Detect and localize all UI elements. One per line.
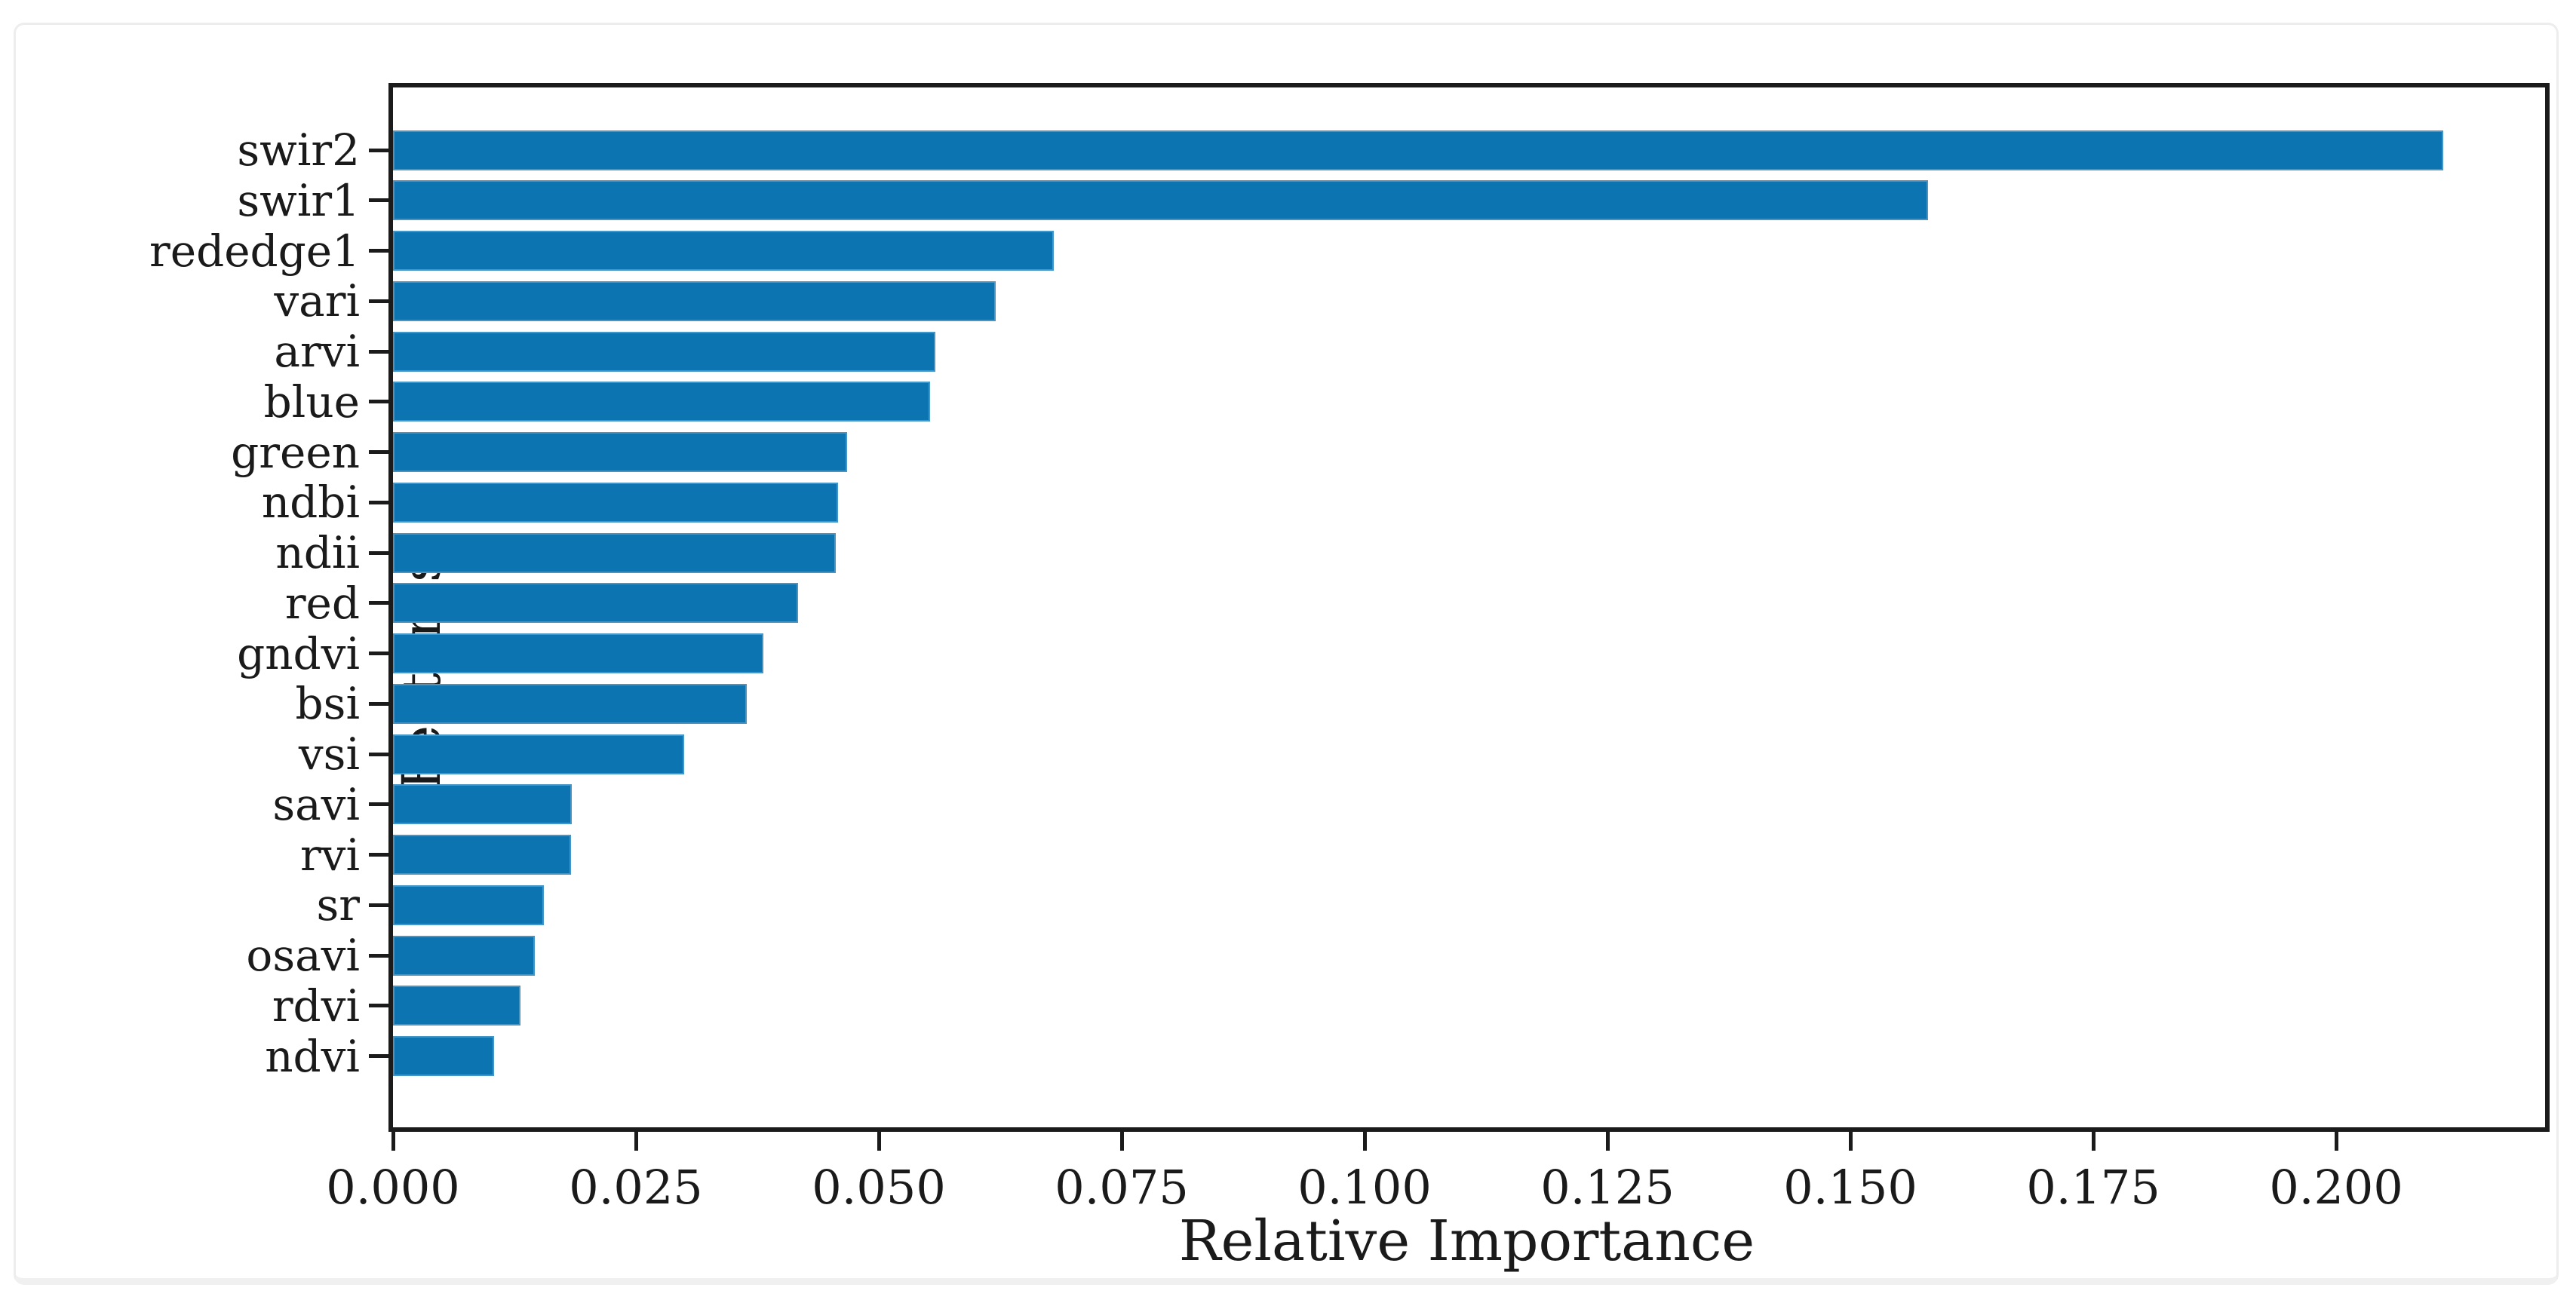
bar-swir1 <box>393 180 1929 221</box>
y-tick-mark <box>369 550 388 555</box>
bar-green <box>393 432 847 472</box>
y-tick-label-green: green <box>231 426 360 478</box>
y-tick-label-rvi: rvi <box>299 829 360 881</box>
bar-swir2 <box>393 130 2443 170</box>
y-tick-mark <box>369 1004 388 1008</box>
x-tick-mark <box>1605 1132 1610 1151</box>
bar-ndii <box>393 532 837 573</box>
y-tick-mark <box>369 148 388 152</box>
y-tick-mark <box>369 400 388 404</box>
bar-rdvi <box>393 986 520 1026</box>
x-tick-mark <box>2334 1132 2338 1151</box>
y-tick-mark <box>369 853 388 857</box>
y-tick-label-savi: savi <box>272 778 360 830</box>
y-tick-label-arvi: arvi <box>274 326 360 377</box>
bar-gndvi <box>393 633 763 673</box>
y-tick-mark <box>369 500 388 504</box>
bar-ndbi <box>393 482 838 523</box>
x-axis-title: Relative Importance <box>1178 1209 1755 1274</box>
y-tick-label-bsi: bsi <box>295 678 360 730</box>
x-tick-label-0.100: 0.100 <box>1297 1160 1432 1215</box>
x-tick-mark <box>634 1132 638 1151</box>
y-tick-label-swir1: swir1 <box>237 174 360 226</box>
bar-osavi <box>393 935 536 976</box>
y-tick-label-blue: blue <box>263 376 360 428</box>
y-tick-label-ndbi: ndbi <box>261 477 360 529</box>
x-tick-label-0.075: 0.075 <box>1055 1160 1189 1215</box>
y-tick-label-osavi: osavi <box>246 930 360 981</box>
y-tick-mark <box>369 903 388 907</box>
y-tick-mark <box>369 450 388 454</box>
y-tick-label-vsi: vsi <box>298 728 360 780</box>
x-tick-label-0.025: 0.025 <box>569 1160 703 1215</box>
y-tick-label-vari: vari <box>274 275 360 327</box>
y-tick-mark <box>369 802 388 807</box>
y-tick-label-rededge1: rededge1 <box>149 225 360 277</box>
x-tick-label-0.150: 0.150 <box>1783 1160 1917 1215</box>
x-tick-label-0.175: 0.175 <box>2026 1160 2160 1215</box>
y-tick-mark <box>369 652 388 655</box>
bar-rvi <box>393 835 571 875</box>
x-tick-mark <box>391 1132 395 1151</box>
y-tick-label-ndii: ndii <box>275 527 360 578</box>
y-tick-mark <box>369 601 388 606</box>
bar-blue <box>393 382 931 422</box>
bar-rededge1 <box>393 231 1054 271</box>
y-tick-mark <box>369 198 388 203</box>
bar-sr <box>393 885 544 925</box>
x-tick-label-0.050: 0.050 <box>812 1160 946 1215</box>
y-tick-label-ndvi: ndvi <box>265 1030 360 1082</box>
x-tick-label-0.200: 0.200 <box>2269 1160 2403 1215</box>
y-tick-label-rdvi: rdvi <box>272 980 360 1032</box>
x-tick-mark <box>1848 1132 1853 1151</box>
bar-red <box>393 583 799 624</box>
y-tick-mark <box>369 701 388 706</box>
x-tick-label-0.125: 0.125 <box>1540 1160 1675 1215</box>
x-tick-mark <box>877 1132 881 1151</box>
y-tick-label-gndvi: gndvi <box>237 627 360 679</box>
bar-ndvi <box>393 1036 494 1076</box>
x-tick-mark <box>1362 1132 1367 1151</box>
x-tick-mark <box>1119 1132 1124 1151</box>
y-tick-mark <box>369 299 388 303</box>
y-tick-mark <box>369 349 388 354</box>
axes: Features swir2swir1rededge1variarviblueg… <box>149 83 2550 1214</box>
y-tick-label-red: red <box>284 577 360 629</box>
bar-arvi <box>393 331 935 372</box>
bar-bsi <box>393 683 747 724</box>
x-tick-mark <box>2091 1132 2095 1151</box>
y-tick-mark <box>369 953 388 958</box>
bar-vsi <box>393 734 685 774</box>
bar-vari <box>393 281 996 321</box>
figure-card: Features swir2swir1rededge1variarviblueg… <box>14 23 2559 1285</box>
y-tick-label-swir2: swir2 <box>237 124 360 176</box>
y-tick-mark <box>369 249 388 253</box>
bar-savi <box>393 784 572 825</box>
x-tick-label-0.000: 0.000 <box>326 1160 460 1215</box>
y-tick-mark <box>369 1054 388 1058</box>
y-tick-mark <box>369 752 388 756</box>
y-tick-label-sr: sr <box>316 879 361 931</box>
